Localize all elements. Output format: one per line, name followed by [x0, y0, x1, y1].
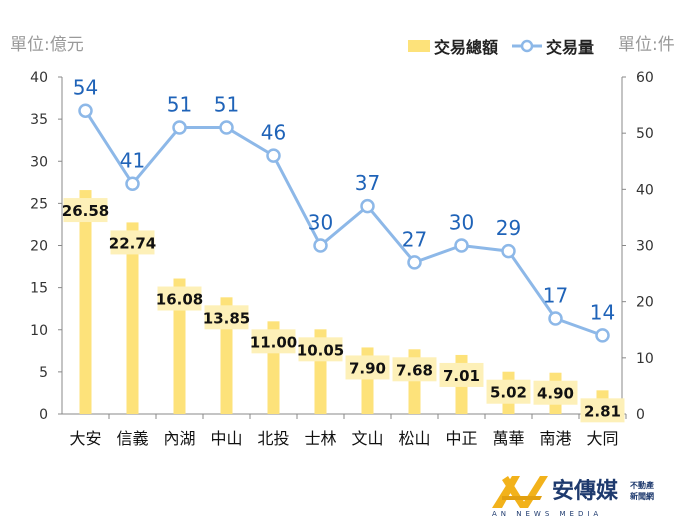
x-tick-label: 中正 [445, 429, 477, 448]
x-tick-label: 南港 [539, 429, 571, 448]
line-point [313, 238, 328, 253]
line-series [84, 109, 604, 337]
x-tick-label: 士林 [304, 429, 336, 448]
bar-data-label: 5.02 [490, 384, 527, 402]
line-point [501, 243, 516, 259]
left-tick-label: 20 [30, 239, 48, 255]
left-tick-label: 30 [30, 154, 48, 170]
left-tick-label: 40 [30, 70, 48, 86]
x-tick-label: 信義 [116, 429, 148, 448]
line-data-label: 29 [496, 216, 521, 240]
bar-data-label-box [486, 379, 531, 404]
line-point [172, 120, 187, 135]
line-data-label: 30 [449, 211, 474, 235]
line-data-label: 51 [167, 93, 192, 117]
bar-data-label: 16.08 [156, 291, 203, 309]
bar-data-label: 7.01 [443, 367, 480, 385]
x-tick-label: 中山 [210, 429, 242, 448]
bar-data-label-box [63, 198, 108, 223]
legend-bar-swatch [408, 40, 430, 52]
x-tick-label: 內湖 [163, 429, 195, 448]
bar-data-label: 4.90 [537, 385, 574, 403]
bar-data-label-box [392, 357, 437, 382]
line-data-label: 51 [214, 93, 239, 117]
bar-data-label: 22.74 [109, 234, 156, 252]
bar-data-label-box [439, 362, 484, 387]
line-data-label: 30 [308, 211, 333, 235]
bar [126, 222, 139, 414]
bar-data-label-box [533, 380, 578, 405]
x-tick-label: 北投 [257, 429, 289, 448]
line-data-label: 37 [355, 171, 380, 195]
svg-text:AN NEWS MEDIA: AN NEWS MEDIA [492, 510, 602, 518]
bar [79, 190, 92, 414]
bar-data-label: 13.85 [203, 309, 250, 327]
right-tick-label: 0 [636, 407, 645, 423]
left-tick-label: 10 [30, 323, 48, 339]
line-data-label: 41 [120, 149, 145, 173]
bar-data-label-box [157, 286, 202, 311]
left-tick-label: 35 [30, 112, 48, 128]
legend-bar-label: 交易總額 [434, 38, 499, 57]
line-data-label: 17 [543, 284, 568, 308]
bar-data-label-box [204, 305, 249, 330]
legend-line-label: 交易量 [546, 38, 595, 57]
line-point [548, 311, 563, 326]
svg-text:不動產: 不動產 [630, 480, 654, 490]
line-data-label: 46 [261, 121, 286, 145]
line-point [407, 255, 422, 270]
left-tick-label: 0 [39, 407, 48, 423]
bar-data-label: 2.81 [584, 402, 621, 420]
line-data-label: 54 [73, 76, 98, 100]
bar-data-label: 11.00 [250, 333, 297, 351]
x-tick-label: 大安 [69, 429, 101, 448]
bar-data-label-box [298, 337, 343, 362]
line-point [125, 176, 140, 191]
bar-data-label: 10.05 [297, 341, 344, 359]
left-tick-label: 25 [30, 196, 48, 212]
x-tick-label: 大同 [586, 429, 618, 448]
left-axis-unit: 單位:億元 [10, 35, 84, 55]
left-tick-label: 15 [30, 281, 48, 297]
bar-data-label-box [580, 398, 625, 423]
bar-data-label: 7.90 [349, 359, 386, 377]
line-data-label: 14 [590, 300, 615, 324]
right-tick-label: 10 [636, 351, 654, 367]
left-tick-label: 5 [39, 365, 48, 381]
line-point [454, 238, 469, 253]
legend: 交易總額 交易量 [408, 34, 594, 58]
bar-data-label-box [251, 329, 296, 354]
bar-data-label-box [110, 230, 155, 255]
right-axis-unit: 單位:件 [618, 35, 675, 55]
right-tick-label: 40 [636, 182, 654, 198]
bar-data-label: 7.68 [396, 361, 433, 379]
bar-data-label-box [345, 355, 390, 380]
right-tick-label: 30 [636, 239, 654, 255]
x-tick-label: 文山 [351, 429, 383, 448]
line-point [78, 103, 93, 118]
line-point [219, 120, 234, 135]
svg-text:新聞網: 新聞網 [630, 491, 654, 501]
line-point [360, 198, 375, 214]
right-tick-label: 20 [636, 295, 654, 311]
an-news-media-logo: 安傳媒 不動產 新聞網 AN NEWS MEDIA [492, 476, 654, 518]
line-data-label: 27 [402, 227, 427, 251]
bar-data-label: 26.58 [62, 202, 109, 220]
x-tick-label: 松山 [398, 429, 430, 448]
legend-line-swatch [512, 39, 543, 53]
right-tick-label: 60 [636, 70, 654, 86]
right-tick-label: 50 [636, 126, 654, 142]
x-tick-label: 萬華 [492, 429, 524, 448]
bar [173, 278, 186, 414]
svg-text:安傳媒: 安傳媒 [552, 478, 619, 504]
line-point [266, 148, 281, 163]
line-point [595, 328, 610, 343]
